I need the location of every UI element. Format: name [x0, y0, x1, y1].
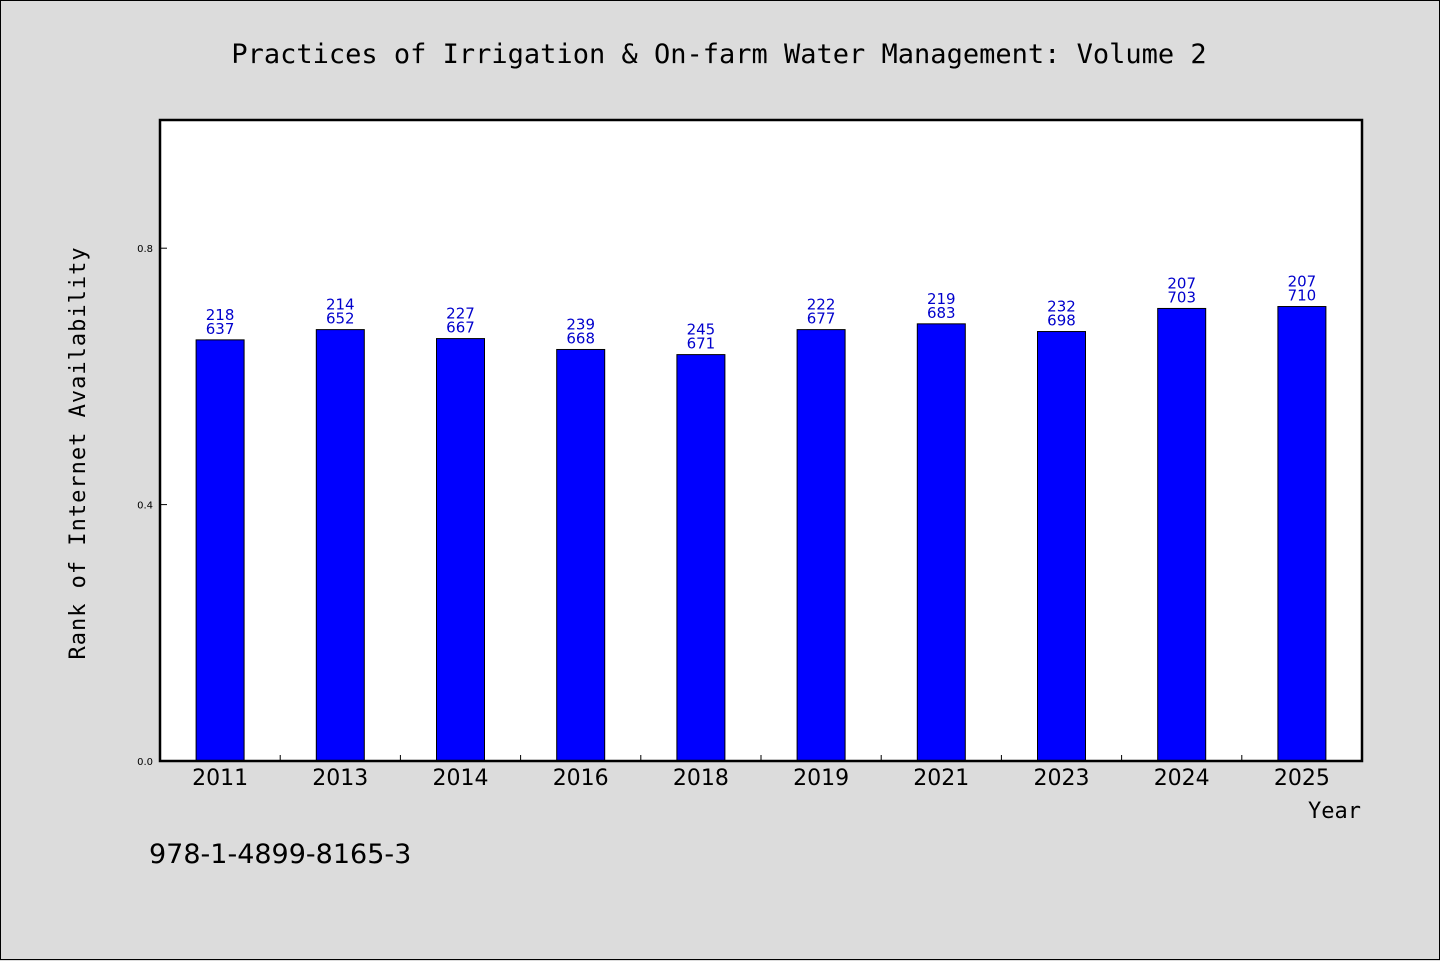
y-tick-labels: 0.0 0.4 0.8 — [137, 244, 153, 768]
bar-2013 — [315, 329, 365, 762]
bar-label-top: 219 — [927, 290, 956, 308]
x-tick-label: 2016 — [553, 766, 609, 791]
x-tick-label: 2023 — [1034, 766, 1090, 791]
bar-2019 — [796, 329, 846, 762]
plot-border — [158, 118, 1364, 763]
bar-label-top: 214 — [326, 296, 355, 314]
bar-2014 — [436, 338, 485, 762]
x-tick-label: 2018 — [673, 766, 729, 791]
bar-label-bottom: 710 — [1288, 287, 1317, 305]
bar-label-top: 218 — [206, 306, 235, 324]
bar-2011 — [195, 339, 245, 762]
x-tick-labels: 2011 2013 2014 2016 2018 2019 2021 2023 2024 2025 — [192, 766, 1330, 791]
x-tick-label: 2024 — [1154, 766, 1210, 791]
bar-label-bottom: 671 — [687, 335, 716, 353]
y-tick-label: 0.0 — [137, 757, 153, 768]
bar-label-top: 239 — [566, 315, 595, 333]
bar-label-top: 222 — [807, 296, 836, 314]
bar-2023 — [1037, 331, 1086, 762]
chart-title: Practices of Irrigation & On-farm Water … — [231, 39, 1206, 70]
bar-label-top: 232 — [1047, 298, 1076, 316]
bar-label-top: 227 — [446, 305, 475, 323]
bars — [195, 306, 1327, 762]
bar-label-bottom: 677 — [807, 310, 836, 328]
bar-2021 — [916, 323, 966, 762]
isbn-text: 978-1-4899-8165-3 — [149, 839, 411, 870]
bar-2024 — [1157, 307, 1207, 762]
bar-2018 — [676, 354, 726, 762]
y-tick-label: 0.4 — [137, 501, 153, 512]
bar-2016 — [556, 348, 606, 762]
y-axis-label: Rank of Internet Availability — [66, 246, 91, 659]
bar-label-top: 207 — [1167, 274, 1196, 292]
bar-label-bottom: 703 — [1167, 288, 1196, 306]
bar-2025 — [1277, 306, 1327, 762]
x-tick-label: 2021 — [913, 766, 969, 791]
x-tick-label: 2019 — [793, 766, 849, 791]
y-tick-label: 0.8 — [137, 244, 153, 255]
x-tick-label: 2025 — [1274, 766, 1330, 791]
bar-label-top: 245 — [687, 321, 716, 339]
bar-label-bottom: 667 — [446, 319, 475, 337]
bar-label-top: 207 — [1288, 273, 1317, 291]
x-tick-label: 2011 — [192, 766, 248, 791]
bar-label-bottom: 698 — [1047, 312, 1076, 330]
x-tick-label: 2013 — [312, 766, 368, 791]
x-tick-label: 2014 — [433, 766, 489, 791]
bar-label-bottom: 637 — [206, 320, 235, 338]
x-axis-label: Year — [1308, 799, 1361, 824]
bar-label-bottom: 668 — [566, 329, 595, 347]
bar-label-bottom: 683 — [927, 304, 956, 322]
bar-label-bottom: 652 — [326, 310, 355, 328]
